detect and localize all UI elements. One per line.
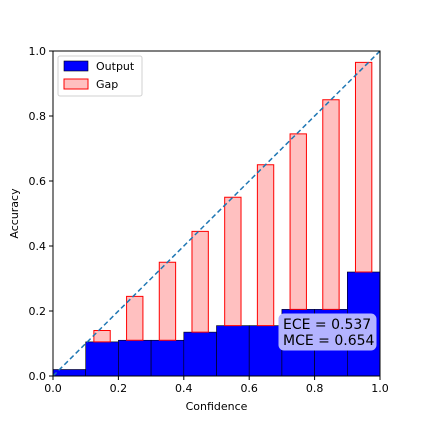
y-tick-label: 1.0: [29, 45, 47, 58]
gap-bar: [191, 230, 209, 333]
x-tick-label: 0.0: [44, 382, 62, 395]
y-tick-label: 0.8: [29, 110, 47, 123]
output-bar: [248, 325, 283, 377]
gap-bar: [322, 99, 340, 310]
y-tick-label: 0.6: [29, 175, 47, 188]
legend-swatch-gap: [63, 78, 89, 90]
x-tick-label: 1.0: [371, 382, 389, 395]
x-tick-label: 0.6: [240, 382, 258, 395]
y-tick-label: 0.2: [29, 305, 47, 318]
output-bar: [85, 341, 119, 377]
gap-bar: [224, 196, 242, 327]
output-bar: [150, 339, 185, 377]
x-tick-label: 0.4: [175, 382, 193, 395]
gap-bar: [126, 295, 144, 341]
legend-label-output: Output: [96, 60, 135, 73]
x-axis-label: Confidence: [186, 400, 248, 413]
perfect-calibration-diagonal: [52, 50, 381, 377]
y-axis-label: Accuracy: [8, 188, 21, 239]
y-tick-label: 0.0: [29, 370, 47, 383]
output-bar: [183, 331, 217, 377]
ece-text: ECE = 0.537: [283, 317, 371, 333]
x-tick-label: 0.2: [110, 382, 128, 395]
ticks-layer: 0.0 0.2 0.4 0.6 0.8 1.0 0.0 0.2 0.4 0.6 0.8 1.0: [29, 45, 389, 395]
legend: Output Gap: [57, 55, 143, 97]
x-tick-label: 0.8: [306, 382, 324, 395]
gap-bar: [158, 261, 177, 341]
calibration-metrics-box: ECE = 0.537 MCE = 0.654: [278, 313, 377, 351]
output-bar: [118, 339, 152, 377]
gap-bar: [289, 133, 307, 310]
y-tick-label: 0.4: [29, 240, 47, 253]
gap-bar: [354, 61, 373, 273]
output-bar: [216, 325, 250, 377]
legend-swatch-output: [63, 60, 89, 72]
gap-bar: [93, 330, 111, 343]
output-bar: [52, 369, 87, 377]
legend-label-gap: Gap: [96, 78, 118, 91]
mce-text: MCE = 0.654: [283, 333, 375, 349]
plot-frame: [52, 50, 381, 377]
gap-bar: [256, 164, 275, 327]
metrics-box-bg: [278, 313, 377, 351]
